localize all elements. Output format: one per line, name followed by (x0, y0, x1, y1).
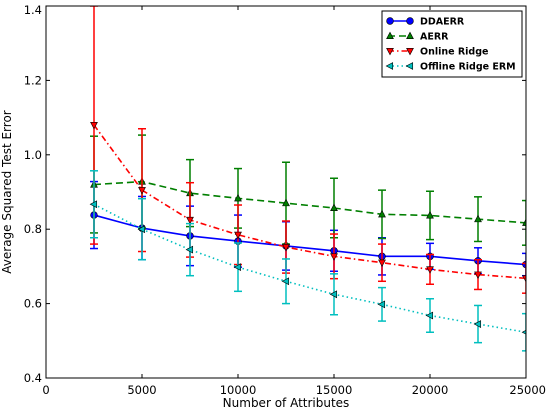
data-point (90, 122, 98, 130)
data-point (233, 263, 242, 272)
legend-marker (386, 31, 394, 40)
x-tick-label: 15000 (316, 383, 353, 397)
error-bar (522, 199, 526, 246)
x-axis-label: Number of Attributes (223, 396, 350, 410)
y-tick-label: 1.2 (24, 73, 42, 87)
data-point (89, 200, 98, 209)
y-tick-label: 0.4 (24, 371, 42, 385)
data-point (426, 211, 434, 219)
series-line (93, 214, 526, 266)
legend-marker (386, 17, 394, 25)
legend-item: DDAERR (386, 17, 465, 28)
legend-label: DDAERR (420, 17, 465, 28)
legend-label: Online Ridge (420, 47, 488, 58)
data-point (378, 259, 386, 268)
data-point (281, 277, 290, 286)
legend-item: Online Ridge (386, 47, 488, 58)
data-point (425, 311, 434, 320)
y-tick-label: 0.6 (24, 297, 42, 311)
legend-marker (386, 47, 394, 56)
data-point (426, 266, 434, 274)
series-line (93, 180, 526, 224)
data-point (522, 218, 526, 226)
data-point (282, 244, 290, 252)
data-point (137, 225, 146, 234)
data-point (330, 253, 338, 261)
data-point (377, 300, 386, 309)
y-tick-label: 1.4 (24, 3, 42, 17)
y-axis-label: Average Squared Test Error (0, 110, 14, 274)
data-point (234, 231, 242, 240)
legend-marker (405, 62, 414, 70)
legend-marker (406, 47, 414, 56)
legend-marker (385, 62, 394, 70)
legend-item: Offline Ridge ERM (385, 62, 516, 73)
data-point (522, 275, 526, 283)
series-line (93, 124, 526, 280)
data-point (329, 290, 338, 299)
legend-box (381, 10, 523, 78)
x-tick-label: 5000 (127, 383, 156, 397)
legend-label: AERR (420, 32, 449, 43)
data-point (186, 216, 194, 225)
data-point (234, 193, 242, 202)
legend: DDAERR AERR Online Ridge Offline Ridge ERM (381, 10, 523, 78)
series-4 (89, 170, 526, 352)
data-point (378, 209, 386, 218)
data-point (473, 320, 482, 328)
data-point (474, 214, 482, 223)
x-tick-label: 25000 (509, 383, 546, 397)
x-tick-label: 10000 (220, 383, 257, 397)
y-tick-label: 0.8 (24, 222, 42, 236)
data-point (185, 245, 194, 254)
x-tick-label: 0 (42, 383, 49, 397)
legend-label: Offline Ridge ERM (420, 62, 516, 73)
data-point (521, 329, 526, 335)
error-bar (522, 262, 526, 294)
error-bar (522, 312, 526, 352)
plot-frame (45, 5, 527, 379)
legend-marker (406, 17, 414, 25)
legend-item: AERR (386, 31, 449, 43)
y-tick-label: 1.0 (24, 148, 42, 162)
data-point (282, 198, 290, 207)
data-point (474, 271, 482, 279)
data-point (330, 203, 338, 212)
legend-marker (406, 31, 414, 40)
x-tick-label: 20000 (412, 383, 449, 397)
data-point (138, 187, 146, 195)
